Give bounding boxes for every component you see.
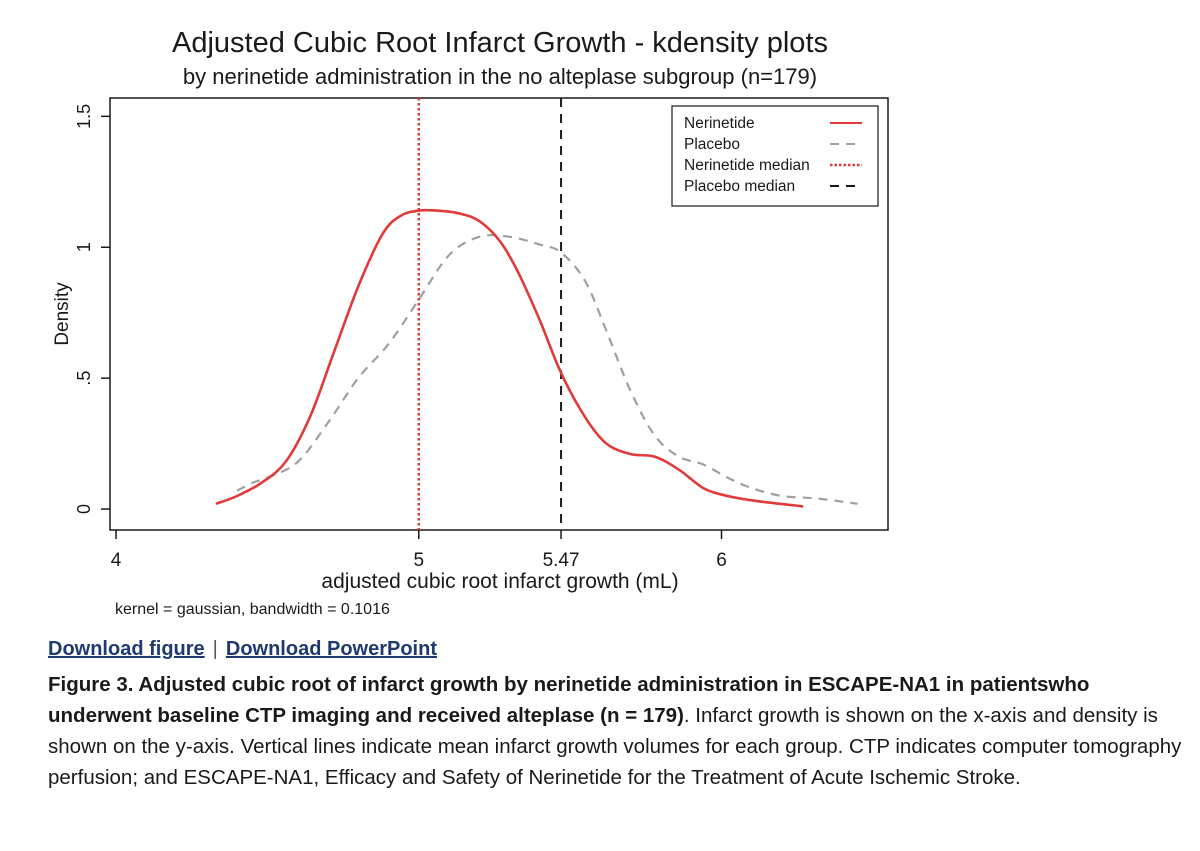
plot-frame	[109, 97, 889, 531]
caption-title: Figure 3. Adjusted cubic root of infarct…	[48, 673, 1090, 727]
x-tick-label: 6	[716, 550, 727, 571]
x-axis: 4 5 5.47 6	[111, 530, 727, 571]
chart-title: Adjusted Cubic Root Infarct Growth - kde…	[172, 27, 828, 59]
chart-subtitle: by nerinetide administration in the no a…	[183, 64, 817, 89]
x-tick-label: 5	[413, 550, 424, 571]
download-figure-link[interactable]: Download figure	[48, 638, 205, 660]
download-links: Download figure | Download PowerPoint	[48, 638, 437, 661]
kdensity-chart: Adjusted Cubic Root Infarct Growth - kde…	[52, 27, 889, 618]
density-series	[215, 208, 858, 508]
y-tick-label: 0	[74, 504, 94, 514]
legend: Nerinetide Placebo Nerinetide median Placeb…	[671, 105, 879, 207]
series-line	[236, 233, 858, 505]
figure: Adjusted Cubic Root Infarct Growth - kde…	[52, 27, 889, 618]
link-separator: |	[212, 638, 218, 660]
y-tick-label: 1	[74, 242, 94, 252]
kernel-note: kernel = gaussian, bandwidth = 0.1016	[115, 601, 390, 618]
reference-lines	[417, 98, 563, 530]
x-axis-label: adjusted cubic root infarct growth (mL)	[321, 570, 678, 593]
download-powerpoint-link[interactable]: Download PowerPoint	[225, 638, 437, 660]
x-tick-label: 4	[111, 550, 122, 571]
y-tick-label: 1.5	[74, 104, 94, 129]
legend-label: Nerinetide	[684, 115, 755, 132]
figure-caption: Figure 3. Adjusted cubic root of infarct…	[48, 669, 1188, 793]
series-line	[215, 208, 804, 508]
caption-text: . Infarct growth is shown on the x-axis …	[48, 704, 1182, 789]
y-axis-label: Density	[52, 282, 73, 346]
legend-label: Nerinetide median	[684, 157, 810, 174]
y-axis: 0 .5 1 1.5	[74, 104, 110, 514]
x-tick-label: 5.47	[543, 550, 580, 571]
legend-label: Placebo	[684, 136, 740, 153]
legend-label: Placebo median	[684, 178, 795, 195]
y-tick-label: .5	[74, 371, 94, 386]
